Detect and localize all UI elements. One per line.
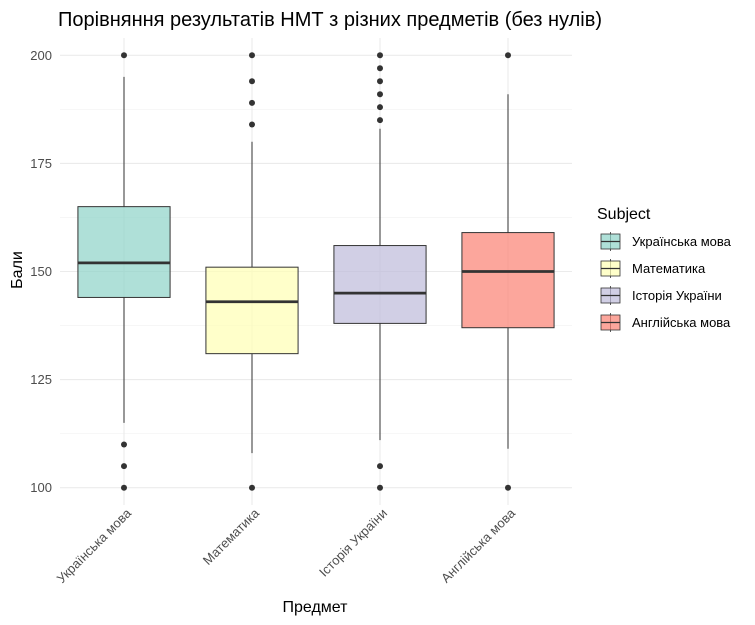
legend-label: Математика: [632, 261, 706, 276]
outlier-point: [377, 104, 383, 111]
box-iqr: [77, 206, 171, 298]
box-series: [77, 52, 555, 491]
box-2: [205, 52, 299, 491]
outlier-point: [249, 52, 255, 59]
x-tick-label: Історія України: [316, 506, 390, 580]
x-tick-label: Англійська мова: [438, 505, 519, 586]
outlier-point: [249, 78, 255, 85]
box-iqr: [333, 245, 427, 324]
y-tick-label: 125: [30, 372, 52, 387]
x-tick-label: Математика: [200, 505, 263, 568]
x-axis-title: Предмет: [283, 599, 349, 616]
y-axis-ticks: 100 125 150 175 200: [30, 48, 52, 495]
outlier-point: [377, 78, 383, 85]
legend-item: Історія України: [600, 286, 722, 305]
outlier-point: [377, 484, 383, 491]
outlier-point: [505, 484, 511, 491]
outlier-point: [121, 441, 127, 448]
legend-label: Українська мова: [632, 234, 732, 249]
outlier-point: [121, 52, 127, 59]
legend-item: Англійська мова: [600, 313, 731, 332]
y-tick-label: 175: [30, 156, 52, 171]
outlier-point: [377, 91, 383, 98]
y-tick-label: 200: [30, 48, 52, 63]
y-tick-label: 100: [30, 480, 52, 495]
outlier-point: [377, 117, 383, 124]
box-iqr: [205, 266, 299, 355]
outlier-point: [121, 463, 127, 470]
y-tick-label: 150: [30, 264, 52, 279]
y-axis-title: Бали: [9, 251, 26, 289]
x-tick-label: Українська мова: [54, 505, 135, 586]
outlier-point: [505, 52, 511, 59]
legend: Українська мова Математика Історія України…: [600, 232, 732, 332]
outlier-point: [121, 484, 127, 491]
legend-item: Математика: [600, 259, 706, 278]
outlier-point: [249, 121, 255, 128]
legend-title: Subject: [597, 206, 651, 223]
box-1: [77, 52, 171, 491]
legend-label: Англійська мова: [632, 315, 731, 330]
legend-item: Українська мова: [600, 232, 732, 251]
x-axis-ticks: Українська мова Математика Історія України…: [54, 505, 519, 586]
chart-title: Порівняння результатів НМТ з різних пред…: [58, 9, 602, 31]
box-iqr: [461, 232, 555, 329]
outlier-point: [377, 65, 383, 72]
outlier-point: [377, 463, 383, 470]
outlier-point: [249, 484, 255, 491]
legend-label: Історія України: [632, 288, 722, 303]
box-4: [461, 52, 555, 491]
outlier-point: [377, 52, 383, 59]
box-3: [333, 52, 427, 491]
outlier-point: [249, 99, 255, 106]
